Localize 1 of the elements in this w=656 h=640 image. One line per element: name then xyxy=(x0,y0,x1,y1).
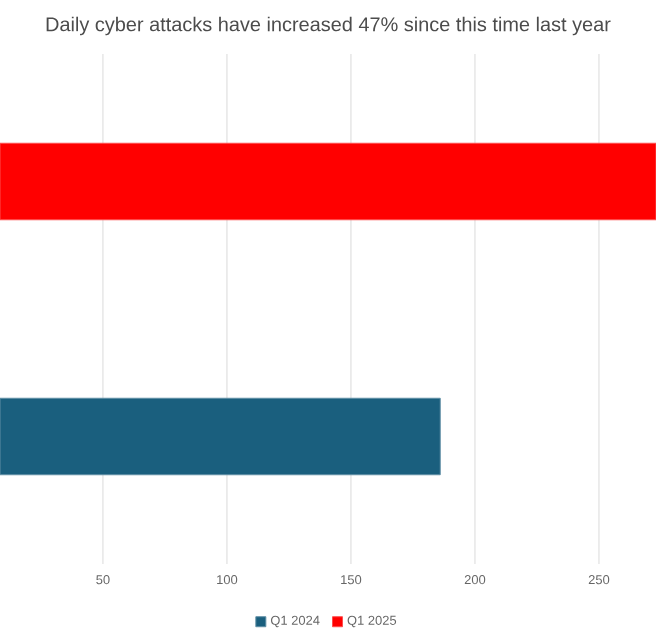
chart-title: Daily cyber attacks have increased 47% since this time last year xyxy=(46,16,611,36)
